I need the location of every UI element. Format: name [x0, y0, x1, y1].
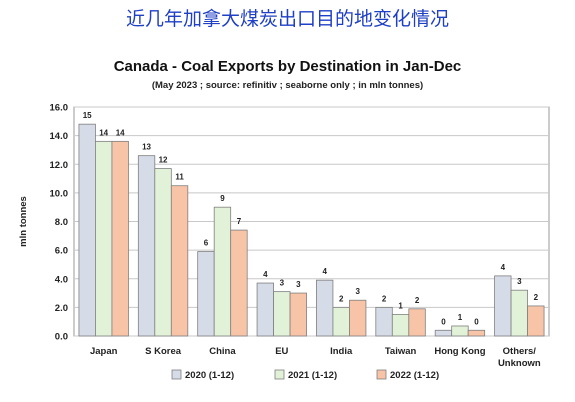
bar — [451, 325, 469, 337]
bar — [137, 155, 156, 337]
legend-swatch — [171, 369, 182, 380]
data-label: 1 — [458, 313, 463, 322]
data-label: 15 — [83, 111, 92, 120]
data-label: 9 — [220, 194, 225, 203]
bar — [375, 306, 393, 337]
bar — [391, 314, 410, 337]
data-label: 3 — [296, 280, 301, 289]
bar — [154, 168, 172, 337]
data-label: 14 — [99, 128, 108, 137]
data-label: 6 — [204, 239, 209, 248]
y-tick-label: 0.0 — [55, 332, 68, 343]
data-label: 2 — [382, 294, 387, 303]
x-tick-label: S Korea — [145, 346, 182, 357]
data-label: 2 — [339, 294, 344, 303]
data-label: 3 — [355, 287, 360, 296]
data-label: 3 — [517, 277, 522, 286]
y-tick-label: 6.0 — [55, 246, 68, 257]
legend-swatch — [274, 369, 285, 380]
data-label: 3 — [280, 279, 285, 288]
bar — [349, 299, 367, 337]
y-tick-label: 12.0 — [50, 160, 69, 171]
data-label: 7 — [237, 217, 242, 226]
x-tick-label: Unknown — [498, 358, 541, 369]
data-label: 2 — [415, 296, 420, 305]
y-tick-label: 16.0 — [50, 103, 69, 114]
legend-swatch — [376, 369, 387, 380]
bar — [510, 289, 528, 337]
bar — [170, 185, 189, 337]
x-tick-label: EU — [275, 346, 288, 357]
data-label: 2 — [534, 293, 539, 302]
data-label: 1 — [398, 302, 403, 311]
y-tick-label: 10.0 — [50, 188, 69, 199]
y-tick-label: 14.0 — [50, 131, 69, 142]
bar — [230, 229, 248, 337]
y-tick-label: 8.0 — [55, 217, 68, 228]
bar — [256, 282, 274, 337]
bar — [316, 279, 334, 337]
bar — [111, 140, 129, 337]
data-label: 4 — [501, 263, 506, 272]
data-label: 0 — [474, 317, 479, 326]
x-tick-label: India — [330, 346, 353, 357]
y-tick-label: 2.0 — [55, 303, 68, 314]
data-label: 4 — [263, 270, 268, 279]
data-label: 13 — [142, 143, 151, 152]
data-label: 12 — [159, 156, 168, 165]
x-tick-label: Others/ — [503, 346, 537, 357]
bar — [213, 206, 232, 337]
bar — [197, 251, 215, 337]
bar — [289, 292, 307, 337]
chart-subtitle: (May 2023 ; source: refinitiv ; seaborne… — [151, 80, 424, 91]
banner-title: 近几年加拿大煤炭出口目的地变化情况 — [125, 8, 449, 30]
y-axis-label: mln tonnes — [18, 196, 29, 247]
bar — [95, 140, 113, 337]
data-label: 11 — [175, 173, 184, 182]
bar — [332, 306, 350, 337]
legend-label: 2021 (1-12) — [288, 370, 337, 381]
data-label: 14 — [116, 128, 125, 137]
x-tick-label: Japan — [90, 346, 118, 357]
legend-label: 2022 (1-12) — [390, 370, 439, 381]
data-label: 0 — [441, 317, 446, 326]
bar — [408, 308, 426, 337]
bar — [467, 329, 486, 337]
legend-label: 2020 (1-12) — [185, 370, 234, 381]
bar — [494, 275, 512, 337]
x-tick-label: China — [209, 346, 236, 357]
x-tick-label: Taiwan — [385, 346, 417, 357]
bar — [434, 329, 453, 337]
bar — [273, 291, 291, 337]
y-tick-label: 4.0 — [55, 274, 68, 285]
bar — [78, 123, 96, 337]
chart-title: Canada - Coal Exports by Destination in … — [113, 58, 462, 75]
data-label: 4 — [322, 267, 327, 276]
x-tick-label: Hong Kong — [434, 346, 485, 357]
bar — [527, 305, 545, 337]
